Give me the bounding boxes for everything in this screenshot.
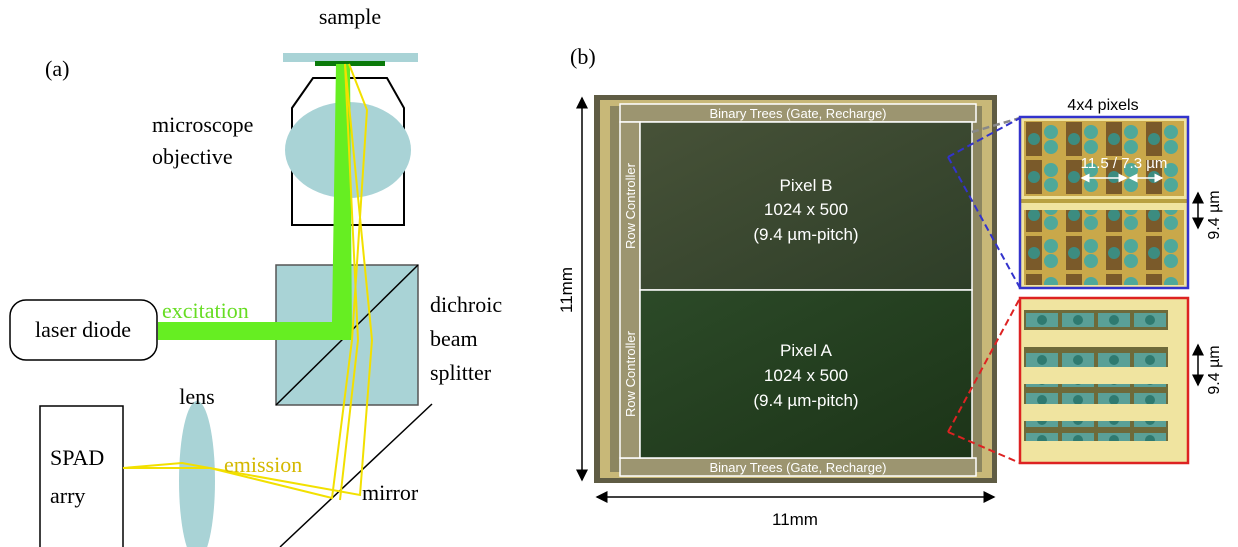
splitter-label: beam [430, 326, 478, 351]
zoom-width-label: 11.5 / 7.3 µm [1081, 155, 1168, 172]
zoom-a-pixels [1024, 310, 1168, 330]
zoom-b-stripe [1020, 199, 1188, 203]
detector-label: SPAD [50, 445, 104, 470]
laser-label: laser diode [35, 317, 131, 342]
pixel-b-label: 1024 x 500 [764, 200, 848, 219]
objective-label: objective [152, 144, 233, 169]
splitter-label: dichroic [430, 292, 502, 317]
band-label: Binary Trees (Gate, Recharge) [709, 460, 886, 475]
detector-box [40, 406, 123, 547]
pixel-a-label: (9.4 µm-pitch) [753, 391, 858, 410]
zoom-a-pixels [1024, 347, 1168, 367]
excitation-label: excitation [162, 298, 249, 323]
sample-slide [283, 53, 418, 62]
row-controller-label: Row Controller [623, 330, 638, 417]
panel-label: (a) [45, 56, 69, 81]
pixel-b-label: Pixel B [780, 176, 833, 195]
pixel-a-label: 1024 x 500 [764, 366, 848, 385]
height-label: 11mm [557, 267, 576, 313]
splitter-label: splitter [430, 360, 492, 385]
zoom-title: 4x4 pixels [1067, 97, 1138, 114]
objective-label: microscope [152, 112, 253, 137]
pitch-label: 9.4 µm [1206, 190, 1223, 239]
sample-label: sample [319, 4, 381, 29]
zoom-a-pixels [1024, 421, 1168, 441]
mirror [280, 404, 432, 547]
mirror-label: mirror [362, 480, 419, 505]
panel-label: (b) [570, 44, 596, 69]
zoom-b-pixels [1024, 210, 1184, 285]
row-controller-label: Row Controller [623, 162, 638, 249]
pixel-b-label: (9.4 µm-pitch) [753, 225, 858, 244]
width-label: 11mm [772, 510, 818, 529]
pitch-label: 9.4 µm [1206, 345, 1223, 394]
figure: (a) sample microscope objective excitati… [0, 0, 1238, 547]
band-label: Binary Trees (Gate, Recharge) [709, 106, 886, 121]
emission-label: emission [224, 452, 302, 477]
lens-label: lens [179, 384, 214, 409]
pixel-a-label: Pixel A [780, 341, 833, 360]
lens [179, 401, 215, 547]
zoom-a-pixels [1024, 384, 1168, 404]
detector-label: arry [50, 483, 85, 508]
